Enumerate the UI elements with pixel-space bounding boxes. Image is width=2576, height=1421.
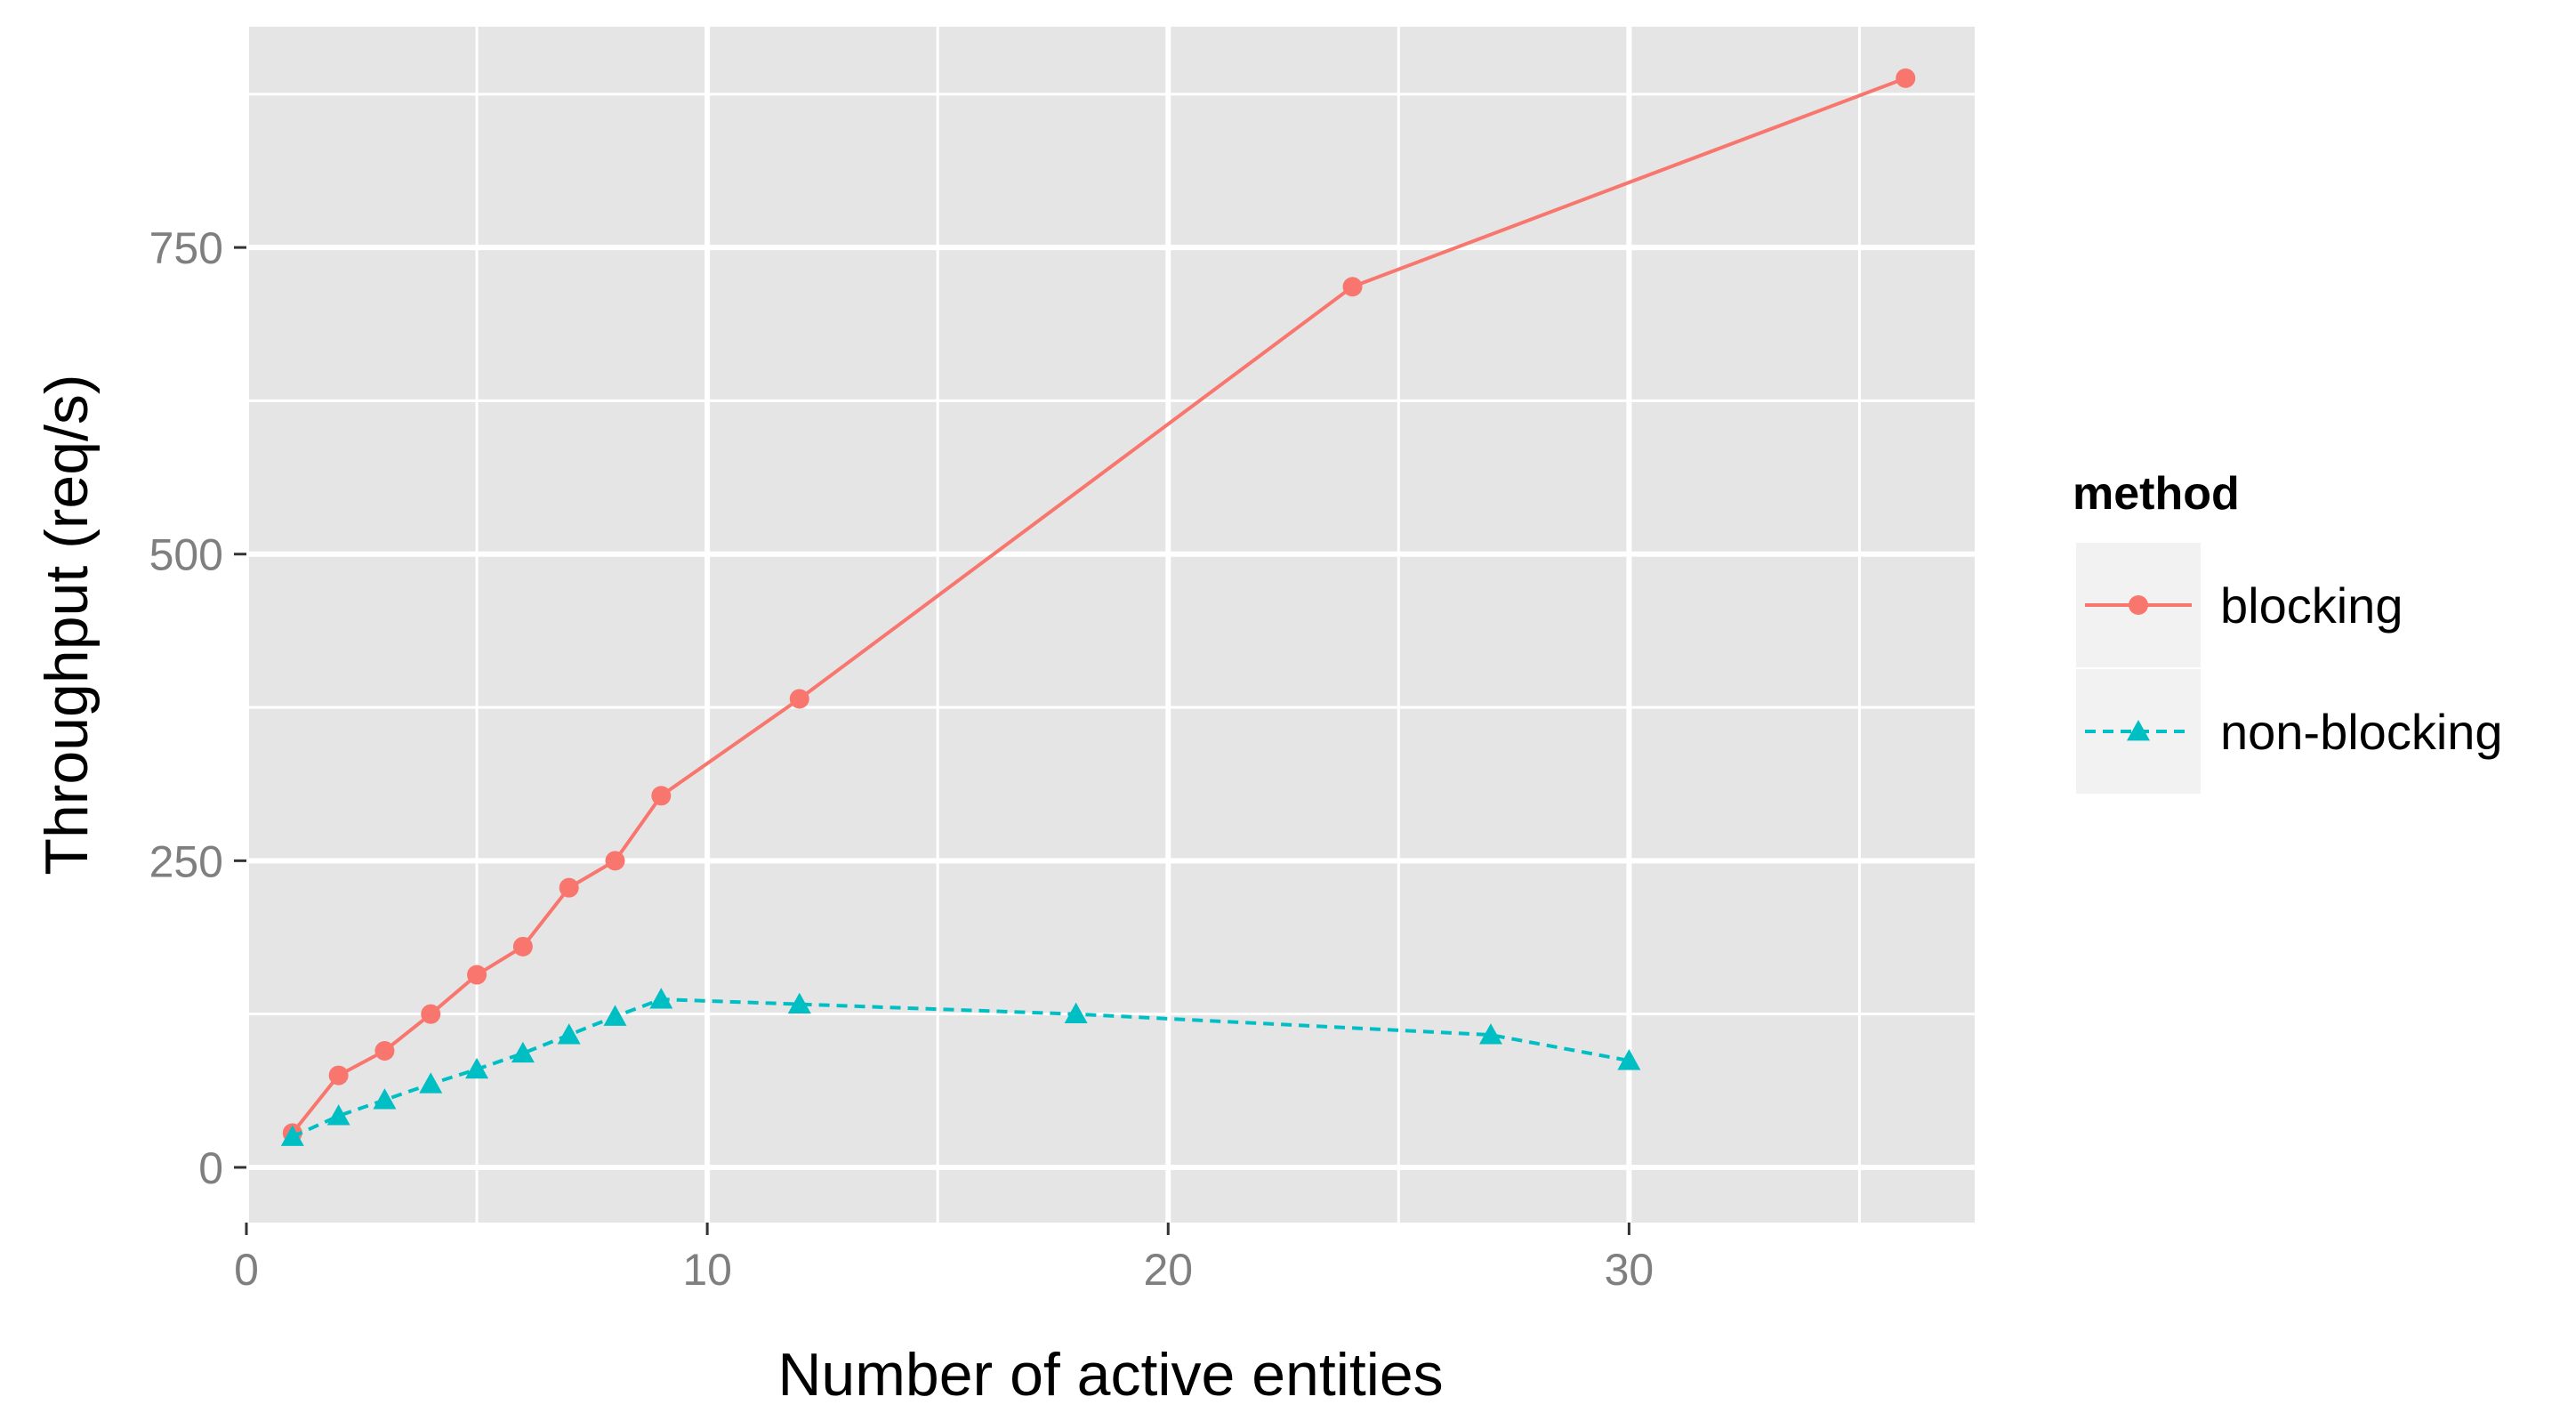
legend-marker-non-blocking bbox=[2127, 720, 2150, 741]
data-point-non-blocking bbox=[603, 1005, 627, 1026]
legend-label-non-blocking: non-blocking bbox=[2220, 704, 2503, 760]
data-point-non-blocking bbox=[465, 1057, 489, 1079]
plot-background bbox=[246, 27, 1975, 1223]
y-tick-label: 0 bbox=[198, 1143, 223, 1193]
y-tick-label: 500 bbox=[149, 530, 223, 580]
data-point-non-blocking bbox=[511, 1041, 535, 1063]
legend-marker-blocking bbox=[2129, 595, 2148, 615]
gridlines bbox=[244, 27, 1975, 1223]
legend: method blocking non-blocking bbox=[2073, 468, 2503, 794]
legend-item-non-blocking: non-blocking bbox=[2076, 669, 2503, 794]
data-point-blocking bbox=[1896, 68, 1916, 88]
data-point-non-blocking bbox=[1064, 1002, 1088, 1024]
x-tick-label: 20 bbox=[1143, 1245, 1193, 1295]
data-point-blocking bbox=[374, 1041, 395, 1062]
data-point-blocking bbox=[605, 851, 625, 871]
x-tick-label: 0 bbox=[234, 1245, 259, 1295]
x-tick-label: 30 bbox=[1605, 1245, 1654, 1295]
series-non-blocking bbox=[280, 988, 1641, 1146]
data-point-blocking bbox=[512, 936, 533, 957]
axes: 0 10 20 30 0 250 500 750 bbox=[149, 223, 1654, 1295]
data-point-blocking bbox=[467, 965, 487, 985]
data-point-blocking bbox=[421, 1004, 441, 1024]
data-point-blocking bbox=[559, 877, 579, 898]
legend-title: method bbox=[2073, 468, 2240, 520]
data-point-blocking bbox=[651, 786, 672, 806]
legend-items: blocking non-blocking bbox=[2076, 543, 2503, 794]
data-point-non-blocking bbox=[649, 988, 673, 1009]
y-tick-label: 250 bbox=[149, 836, 223, 886]
legend-label-blocking: blocking bbox=[2220, 577, 2403, 634]
legend-item-blocking: blocking bbox=[2076, 543, 2403, 667]
data-point-non-blocking bbox=[1617, 1049, 1641, 1070]
x-axis-title: Number of active entities bbox=[777, 1341, 1443, 1409]
data-point-non-blocking bbox=[787, 992, 811, 1014]
y-tick-label: 750 bbox=[149, 223, 223, 273]
data-point-non-blocking bbox=[326, 1104, 350, 1126]
data-point-non-blocking bbox=[557, 1023, 581, 1045]
data-point-non-blocking bbox=[1478, 1023, 1502, 1045]
data-series bbox=[280, 68, 1916, 1146]
data-point-blocking bbox=[789, 689, 809, 709]
data-point-blocking bbox=[1342, 277, 1363, 297]
data-point-non-blocking bbox=[419, 1072, 443, 1094]
data-point-non-blocking bbox=[373, 1088, 397, 1110]
data-point-blocking bbox=[328, 1065, 349, 1086]
plot-panel bbox=[244, 27, 1975, 1223]
x-tick-label: 10 bbox=[682, 1245, 732, 1295]
data-point-non-blocking bbox=[280, 1125, 304, 1146]
y-axis-title: Throughput (req/s) bbox=[33, 374, 101, 875]
